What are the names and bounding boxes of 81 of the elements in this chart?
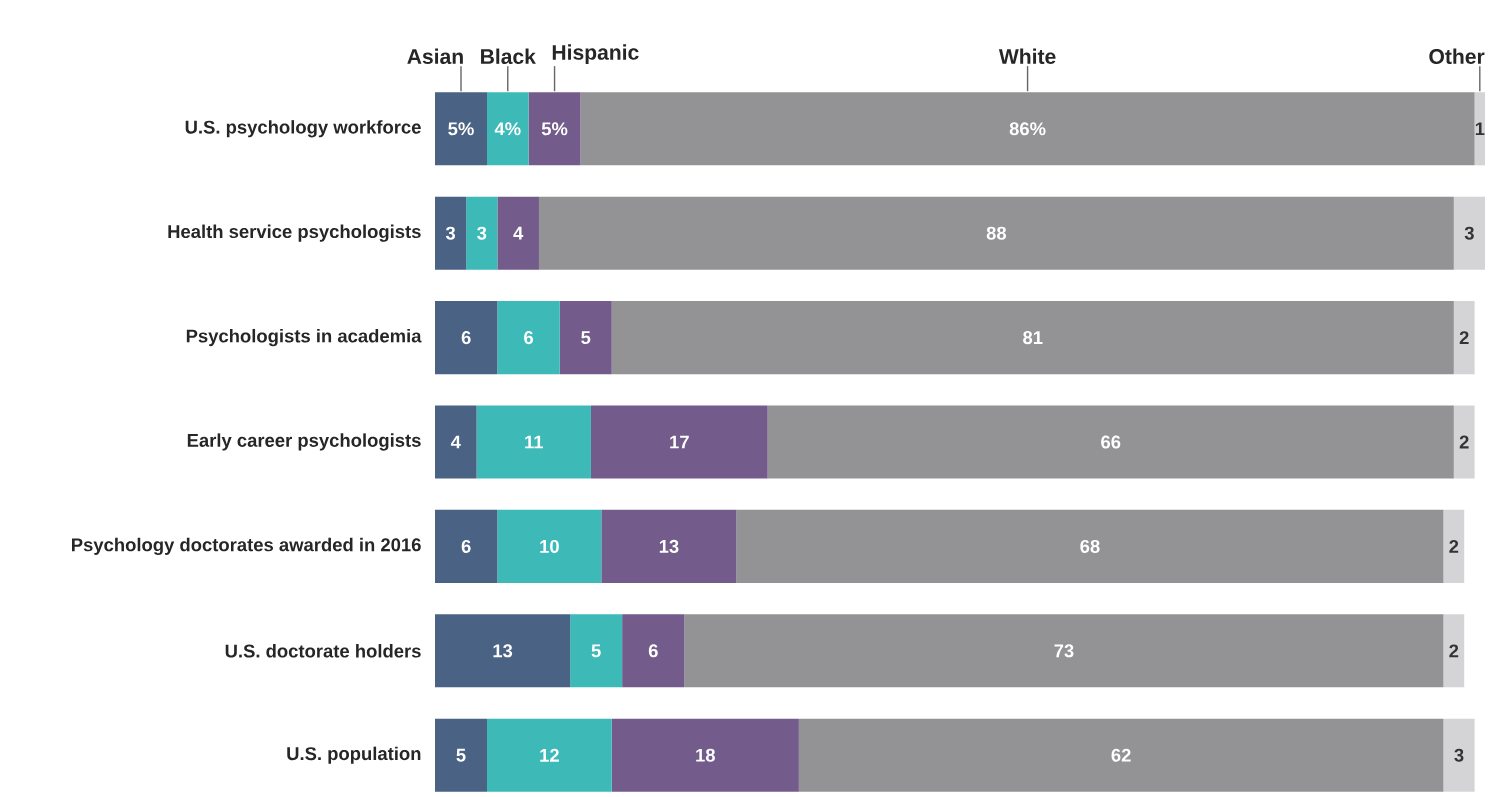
data-label: 2 bbox=[1459, 435, 1469, 449]
data-label: 3 bbox=[445, 226, 456, 240]
data-label: 6 bbox=[461, 539, 471, 553]
bar bbox=[590, 405, 768, 479]
data-label: 2 bbox=[1459, 331, 1469, 345]
data-label: 3 bbox=[1454, 748, 1464, 762]
data-label: 13 bbox=[493, 644, 513, 658]
data-label: 4% bbox=[494, 122, 521, 136]
bar bbox=[497, 509, 602, 583]
data-label: 1 bbox=[1475, 122, 1485, 136]
y-tick-label: Early career psychologists bbox=[187, 433, 421, 451]
data-label: 6 bbox=[524, 331, 534, 345]
y-tick-label: U.S. doctorate holders bbox=[225, 644, 421, 658]
data-label: 6 bbox=[648, 644, 658, 658]
y-tick-label: Psychologists in academia bbox=[186, 328, 422, 347]
bar bbox=[435, 92, 487, 166]
bar bbox=[486, 718, 612, 792]
bar bbox=[580, 92, 1475, 166]
bar bbox=[611, 718, 799, 792]
bar bbox=[1453, 301, 1475, 375]
bar bbox=[486, 92, 529, 166]
series-label: Other bbox=[1429, 48, 1485, 65]
data-label: 66 bbox=[1101, 435, 1121, 449]
data-label: 62 bbox=[1111, 748, 1131, 762]
bar bbox=[1453, 405, 1475, 479]
bar bbox=[476, 405, 591, 479]
bar bbox=[601, 509, 737, 583]
bar bbox=[435, 718, 487, 792]
bar bbox=[1443, 509, 1465, 583]
data-label: 2 bbox=[1449, 644, 1459, 658]
bar bbox=[622, 614, 685, 688]
data-label: 18 bbox=[696, 748, 715, 762]
y-tick-label: Health service psychologists bbox=[168, 224, 421, 242]
bar bbox=[528, 92, 581, 166]
data-label: 73 bbox=[1054, 644, 1074, 658]
bar bbox=[1443, 718, 1475, 792]
bar bbox=[435, 196, 467, 270]
bar bbox=[435, 301, 498, 375]
y-tick-label: U.S. population bbox=[287, 746, 421, 764]
data-label: 4 bbox=[450, 435, 461, 449]
bar bbox=[798, 718, 1444, 792]
bar bbox=[611, 301, 1454, 375]
bar bbox=[736, 509, 1444, 583]
data-label: 68 bbox=[1080, 539, 1100, 553]
data-label: 5 bbox=[581, 331, 591, 345]
bar bbox=[435, 405, 477, 479]
data-label: 11 bbox=[525, 435, 543, 449]
data-label: 17 bbox=[670, 435, 689, 449]
bar bbox=[767, 405, 1454, 479]
bar bbox=[1443, 614, 1465, 688]
y-tick-label: Psychology doctorates awarded in 2016 bbox=[72, 537, 421, 556]
series-label: White bbox=[998, 48, 1056, 65]
series-label: Asian bbox=[407, 48, 463, 65]
bar bbox=[684, 614, 1444, 688]
data-label: 88 bbox=[986, 226, 1007, 240]
data-label: 4 bbox=[513, 226, 524, 240]
data-label: 5% bbox=[448, 122, 474, 136]
bar bbox=[570, 614, 623, 688]
bar bbox=[559, 301, 612, 375]
data-label: 3 bbox=[1464, 226, 1474, 240]
data-label: 5 bbox=[456, 748, 466, 762]
bar bbox=[497, 301, 560, 375]
bar bbox=[538, 196, 1454, 270]
data-label: 10 bbox=[540, 539, 559, 553]
series-label: Black bbox=[481, 48, 536, 65]
data-label: 3 bbox=[477, 226, 487, 240]
series-label: Hispanic bbox=[552, 44, 639, 65]
bar bbox=[466, 196, 498, 270]
bar bbox=[435, 614, 571, 688]
y-tick-label: U.S. psychology workforce bbox=[185, 120, 421, 138]
data-label: 86% bbox=[1009, 122, 1046, 136]
data-label: 12 bbox=[540, 748, 559, 762]
bar bbox=[497, 196, 539, 270]
data-label: 13 bbox=[659, 539, 679, 553]
data-label: 5 bbox=[591, 644, 601, 658]
data-label: 6 bbox=[461, 331, 471, 345]
data-label: 2 bbox=[1449, 539, 1459, 553]
bar bbox=[1453, 196, 1485, 270]
bar bbox=[435, 509, 498, 583]
data-label: 5% bbox=[541, 122, 568, 136]
data-label: 81 bbox=[1023, 331, 1043, 345]
